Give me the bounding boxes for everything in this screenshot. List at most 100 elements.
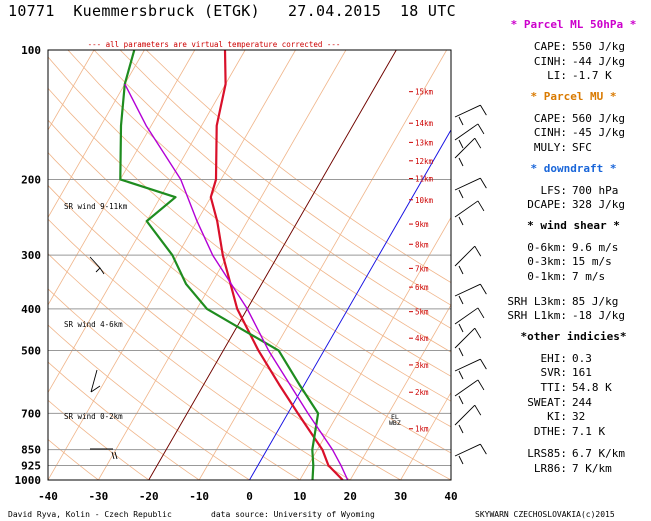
height-label: 4km: [415, 334, 429, 343]
srh-label: SRH L3km:: [507, 294, 567, 308]
wind-barb-flag: [458, 216, 464, 226]
downdraft-value: 700 hPa: [572, 183, 619, 197]
wind-shear-label: 0-1km:: [527, 270, 567, 283]
wind-barb-shaft: [454, 177, 481, 191]
y-tick-label: 925: [21, 459, 41, 472]
wind-barb-flag: [458, 295, 464, 305]
isotherm-line: [349, 304, 451, 480]
wind-shear-value: 9.6 m/s: [572, 240, 619, 254]
footer-source: data source: University of Wyoming: [211, 510, 375, 519]
sounding-date: 27.04.2015: [287, 2, 382, 20]
wind-barb-flag: [458, 323, 464, 333]
level-mark: EL: [391, 413, 399, 421]
wind-barb-flag: [479, 443, 487, 455]
wind-shear-header: * wind shear *: [527, 218, 620, 232]
sr-wind-vector-mid: [90, 369, 101, 393]
height-label: 7km: [415, 264, 429, 273]
height-label: 11km: [415, 175, 434, 184]
wind-barb-flag: [477, 307, 485, 319]
wind-barb-flag: [458, 189, 464, 199]
footer-credit: SKYWARN CZECHOSLOVAKIA(c)2015: [475, 510, 615, 519]
wind-barb-flag: [458, 370, 464, 380]
other-indices-value: 161: [572, 366, 592, 380]
other-indices-value: 7.1 K: [572, 424, 606, 438]
y-tick-label: 200: [21, 173, 41, 186]
y-tick-label: 300: [21, 249, 41, 262]
height-label: 14km: [415, 119, 434, 128]
dry-adiabat: [48, 119, 451, 428]
wind-barb-flag: [458, 347, 464, 357]
downdraft-value: 328 J/kg: [572, 198, 625, 212]
wind-barb-flag: [458, 265, 464, 275]
y-tick-label: 1000: [15, 474, 42, 487]
wind-barb-shaft: [454, 104, 481, 118]
other-indices-label: DTHE:: [533, 424, 567, 438]
height-label: 15km: [415, 88, 434, 97]
wind-barb: [454, 379, 485, 405]
isotherm-line: [198, 50, 447, 480]
other-indices-header: *other indicies*: [520, 329, 627, 343]
wind-barb: [454, 200, 485, 226]
other-indices-label: SVR:: [540, 366, 568, 380]
wind-barb-shaft: [454, 327, 476, 349]
wind-barb: [454, 283, 487, 305]
y-tick-label: 400: [21, 303, 41, 316]
y-tick-label: 850: [21, 444, 41, 457]
lapse-rate-value: 6.7 K/km: [572, 447, 625, 461]
x-tick-label: 10: [293, 490, 306, 503]
wind-barb-shaft: [454, 123, 479, 141]
chart-title: 10771 Kuemmersbruck (ETGK) 27.04.2015 18…: [8, 2, 456, 20]
height-label: 12km: [415, 157, 434, 166]
x-tick-label: 40: [444, 490, 457, 503]
wind-barb-flag: [474, 327, 482, 339]
other-indices-label: KI:: [547, 410, 567, 424]
y-tick-label: 500: [21, 345, 41, 358]
ml-parcel-label: LI:: [547, 69, 567, 83]
plot-frame: [47, 49, 452, 481]
wind-barb-shaft: [454, 245, 476, 267]
other-indices-label: EHI:: [540, 351, 568, 365]
isotherm-zero: [249, 129, 451, 480]
dry-adiabat: [48, 56, 451, 377]
wind-barb-flag: [458, 424, 464, 434]
lapse-rate-value: 7 K/km: [572, 462, 612, 475]
wind-barb-flag: [458, 455, 464, 465]
y-tick-label: 700: [21, 407, 41, 420]
wind-barb-flag: [458, 157, 464, 167]
wind-barb: [454, 245, 482, 275]
height-label: 1km: [415, 425, 429, 434]
wind-barb-flag: [479, 177, 487, 189]
station-name: Kuemmersbruck (ETGK): [73, 2, 260, 20]
mu-parcel-value: -45 J/kg: [572, 126, 625, 140]
other-indices-value: 0.3: [572, 351, 592, 365]
sr-wind-vector-upper: [89, 256, 105, 275]
wind-barb-shaft: [454, 404, 476, 426]
wind-barb: [454, 404, 482, 434]
wind-barb-flag: [474, 404, 482, 416]
sr-wind-label: SR wind 9-11km: [64, 202, 128, 211]
isotherm-line: [48, 50, 95, 131]
mu-parcel-label: MULY:: [533, 141, 567, 154]
ml-parcel-value: -44 J/kg: [572, 54, 625, 68]
dewpoint-line: [119, 50, 320, 480]
wind-barb-shaft: [454, 137, 476, 159]
wind-barb: [454, 123, 485, 149]
x-tick-label: -40: [38, 490, 58, 503]
isotherm-line: [98, 50, 347, 480]
wind-shear-label: 0-6km:: [527, 240, 567, 254]
mu-parcel-value: 560 J/kg: [572, 111, 625, 125]
wind-barb-shaft: [454, 307, 479, 325]
isotherm-minus20: [148, 50, 397, 480]
x-tick-label: 0: [246, 490, 253, 503]
isotherm-line: [48, 50, 145, 219]
height-label: 5km: [415, 308, 429, 317]
wind-barb-shaft: [454, 283, 481, 297]
wind-barb-flag: [477, 379, 485, 391]
wind-barb-flag: [458, 116, 464, 126]
downdraft-header: * downdraft *: [530, 161, 617, 175]
wind-barb: [454, 327, 482, 357]
x-tick-label: 20: [344, 490, 357, 503]
ml-parcel-value: -1.7 K: [572, 69, 612, 83]
wind-barb: [454, 307, 485, 333]
